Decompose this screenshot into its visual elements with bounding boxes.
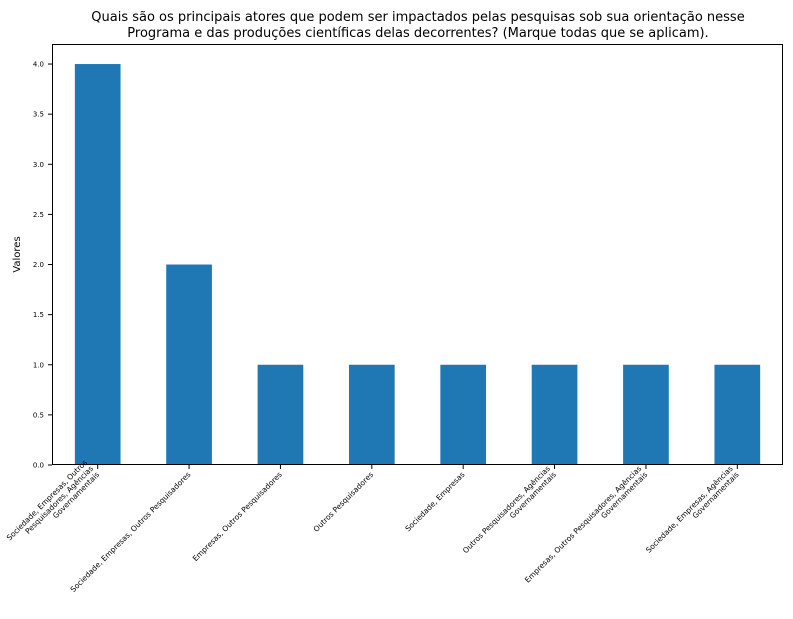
x-tick-label: Sociedade, Empresas, OutrosPesquisadores… bbox=[5, 458, 101, 554]
x-tick-label-line: Sociedade, Empresas, Agências bbox=[644, 464, 735, 555]
bars bbox=[74, 64, 761, 466]
chart-title-line: Quais são os principais atores que podem… bbox=[91, 10, 744, 25]
x-tick-label: Empresas, Outros Pesquisadores bbox=[191, 470, 284, 563]
x-tick-label-line: Empresas, Outros Pesquisadores bbox=[191, 470, 284, 563]
x-tick-label-line: Outros Pesquisadores, Agências bbox=[461, 464, 552, 555]
bar bbox=[440, 364, 487, 465]
plot-frame bbox=[52, 44, 783, 465]
chart-title-line: Programa e das produções científicas del… bbox=[127, 26, 708, 41]
bar bbox=[623, 364, 669, 465]
x-tick-label-line: Sociedade, Empresas bbox=[403, 470, 466, 533]
y-tick-label: 1.0 bbox=[33, 361, 44, 369]
y-tick-label: 2.0 bbox=[33, 261, 44, 269]
x-tick-label-line: Pesquisadores, Agências bbox=[23, 464, 95, 536]
bar bbox=[348, 364, 395, 465]
y-tick-label: 1.5 bbox=[33, 311, 44, 319]
y-tick-label: 0.5 bbox=[33, 411, 44, 419]
y-axis-label: Valores bbox=[12, 236, 23, 272]
x-tick-label: Sociedade, Empresas bbox=[403, 470, 466, 533]
y-tick-label: 3.0 bbox=[33, 161, 44, 169]
y-tick-label: 3.5 bbox=[33, 111, 44, 119]
x-tick-label: Outros Pesquisadores, AgênciasGovernamen… bbox=[461, 464, 558, 561]
bar bbox=[531, 364, 578, 465]
x-axis: Sociedade, Empresas, OutrosPesquisadores… bbox=[5, 458, 741, 594]
y-tick-label: 4.0 bbox=[33, 61, 44, 69]
bar bbox=[166, 264, 212, 465]
bar bbox=[74, 64, 121, 466]
x-tick-label: Outros Pesquisadores bbox=[312, 470, 376, 534]
bar bbox=[257, 364, 304, 465]
y-axis: 0.0 0.5 1.0 1.5 2.0 2.5 3.0 3.5 4.0 bbox=[33, 61, 52, 470]
y-tick-label: 0.0 bbox=[33, 462, 44, 470]
chart-title: Quais são os principais atores que podem… bbox=[91, 10, 744, 41]
x-tick-label: Sociedade, Empresas, AgênciasGovernament… bbox=[644, 464, 741, 561]
y-tick-label: 2.5 bbox=[33, 211, 44, 219]
bar bbox=[714, 364, 761, 465]
x-tick-label-line: Outros Pesquisadores bbox=[312, 470, 376, 534]
